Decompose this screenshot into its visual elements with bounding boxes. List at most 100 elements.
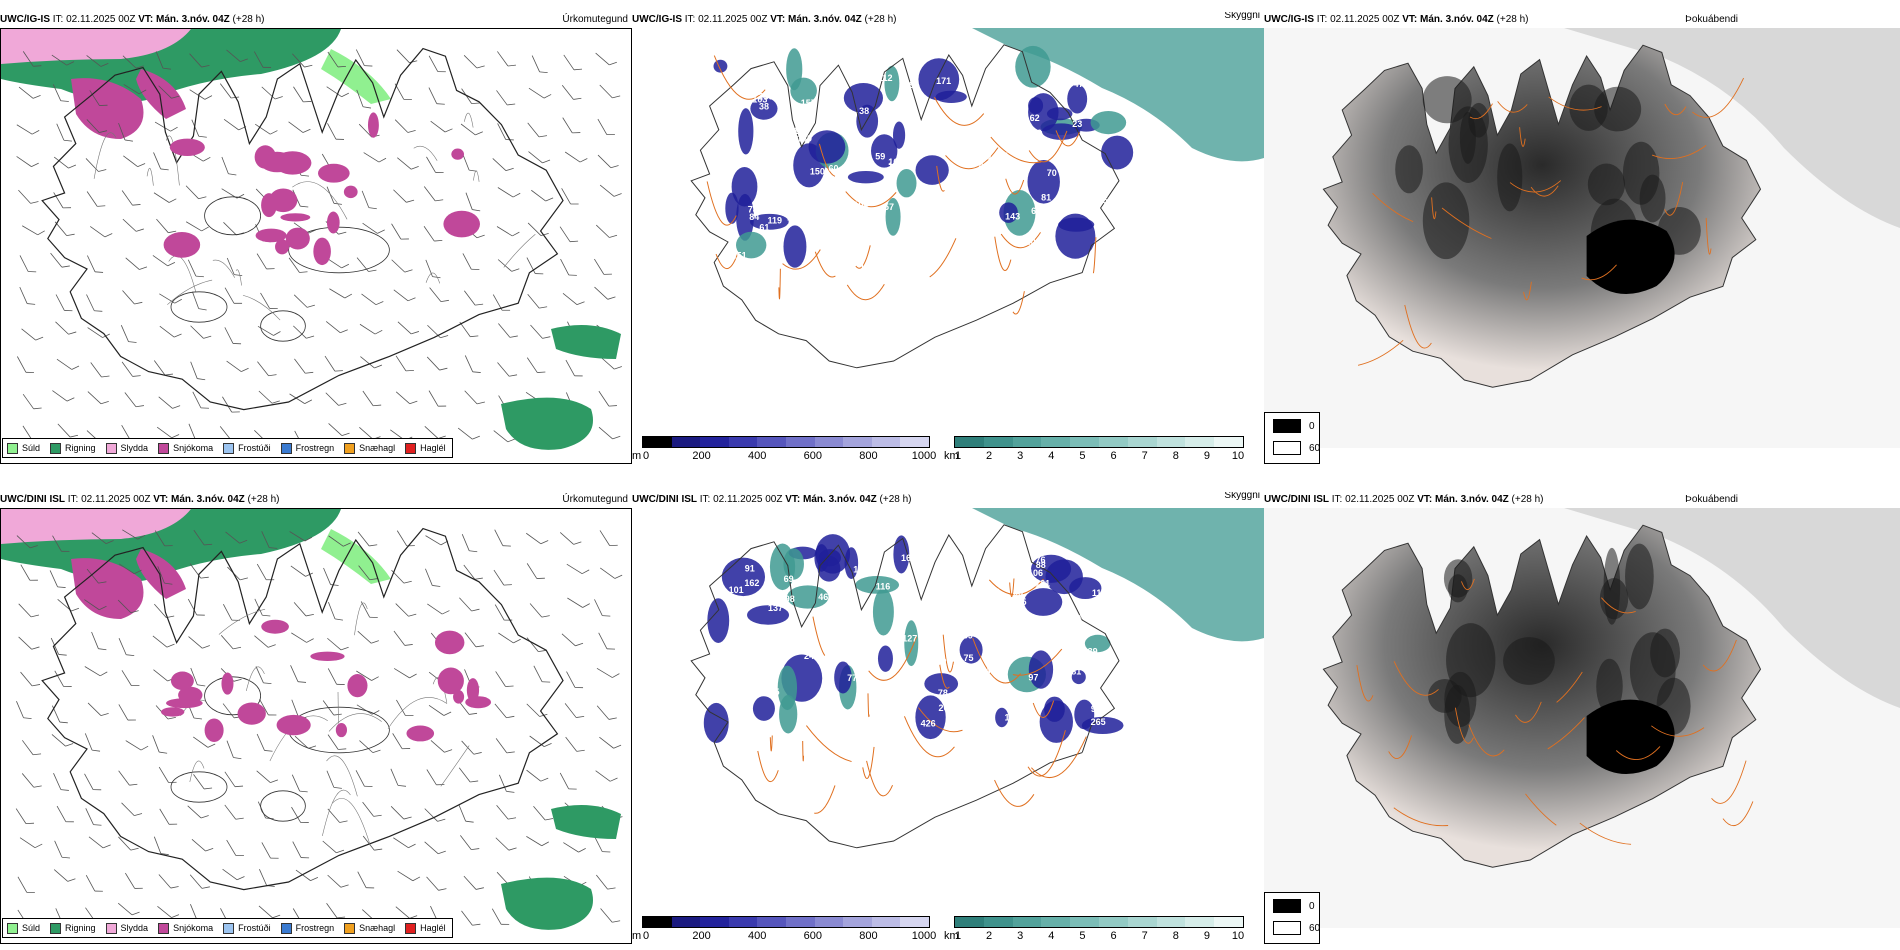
- lead-time: (+28 h): [1496, 14, 1529, 25]
- coastline: [690, 524, 1120, 849]
- road: [862, 746, 875, 780]
- visibility-colorbar-segment: [983, 917, 1013, 927]
- road: [715, 253, 739, 270]
- wind-barb: [495, 738, 515, 754]
- cloud-base-value: 402: [986, 665, 1001, 675]
- fog-map: [1264, 28, 1900, 448]
- cloud-base-value: 158: [1104, 596, 1119, 606]
- cloud-base-value: 59: [894, 718, 904, 728]
- road: [1651, 725, 1705, 737]
- snow-patch: [170, 671, 194, 691]
- cloud-base-value: 218: [981, 179, 996, 189]
- legend-label: Snæhagl: [359, 443, 396, 453]
- cloud-base-value: 45: [824, 190, 834, 200]
- legend-item: Haglél: [405, 922, 446, 934]
- cloud-base-value: 162: [744, 578, 759, 588]
- sea-haze: [1564, 508, 1900, 708]
- wind-barb: [393, 189, 415, 203]
- wind-barb: [224, 327, 242, 345]
- road: [903, 716, 955, 758]
- snow-patch: [310, 651, 345, 662]
- cloud-base-colorbar: m 0 200 400 600 800 1000: [632, 916, 942, 944]
- cloud-base-value: 168: [901, 553, 916, 563]
- wind-barb: [157, 905, 180, 918]
- cloud-base-value: 75: [964, 653, 974, 663]
- wind-barb: [498, 774, 515, 793]
- wind-barb: [189, 874, 210, 889]
- wind-barb: [17, 356, 34, 373]
- legend-swatch: [50, 922, 62, 934]
- wind-barb: [594, 286, 616, 300]
- wind-barb: [22, 51, 42, 67]
- cloud-base-colorbar-strip: [642, 436, 930, 448]
- cloud-base-colorbar-segment: [871, 437, 901, 447]
- wind-barb: [325, 392, 347, 406]
- cloud-base-value: 959: [927, 596, 942, 606]
- wind-barb: [122, 218, 144, 232]
- snow-patch: [443, 210, 480, 238]
- model-name: UWC/IG-IS: [1264, 14, 1314, 25]
- vt-label: VT:: [770, 14, 786, 25]
- snow-patch: [367, 112, 379, 138]
- cloud-base-value: 76: [1035, 555, 1045, 565]
- cloud-cell: [735, 231, 767, 259]
- legend-label: Frostúði: [238, 443, 271, 453]
- road: [845, 191, 897, 208]
- wind-barb: [222, 868, 245, 881]
- snow-patch: [275, 239, 290, 255]
- wind-barb: [426, 156, 444, 173]
- glacier-outline: [260, 790, 306, 822]
- road: [1601, 597, 1636, 614]
- fog-legend-swatch-0: [1273, 899, 1301, 913]
- wind-barb: [391, 259, 413, 273]
- cloud-base-value: 84: [749, 212, 759, 222]
- cloud-base-value: 117: [768, 243, 783, 253]
- snow-patch: [160, 707, 185, 717]
- wind-barb: [258, 390, 280, 404]
- cloud-base-value: 62: [1030, 113, 1040, 123]
- road: [942, 634, 954, 673]
- road: [168, 255, 197, 292]
- drizzle-area: [321, 49, 391, 104]
- vt-label: VT:: [138, 14, 154, 25]
- snow-patch: [221, 672, 234, 695]
- cloud-cell: [1028, 650, 1054, 689]
- cloud-cell: [1027, 160, 1060, 204]
- fog-legend-label: 60: [1309, 442, 1321, 454]
- wind-barb: [491, 908, 510, 925]
- cloud-base-value: 95: [806, 209, 816, 219]
- cloud-cell: [871, 134, 898, 168]
- wind-barb: [359, 740, 381, 754]
- wind-barb: [56, 358, 80, 370]
- cloud-base-value: 70: [1099, 570, 1109, 580]
- wind-barb: [123, 84, 147, 95]
- road: [805, 725, 852, 763]
- wind-barb: [122, 529, 145, 540]
- wind-barb: [397, 870, 421, 882]
- land: [691, 44, 1119, 368]
- wind-barb: [256, 733, 273, 752]
- lead-time: (+28 h): [879, 494, 912, 505]
- cloud-cell: [915, 155, 949, 185]
- wind-barb: [597, 118, 615, 136]
- cloud-base-value: 61: [1099, 754, 1109, 764]
- cloud-base-value: 150: [810, 166, 825, 176]
- wind-barb: [464, 632, 484, 648]
- glacier-outline: [204, 676, 262, 716]
- wind-barb: [87, 255, 104, 273]
- cloud-base-value: 93: [1091, 704, 1101, 714]
- road: [189, 760, 205, 782]
- wind-barb: [159, 325, 182, 338]
- cloud-cell: [843, 82, 884, 114]
- cloud-base-value: 69: [784, 574, 794, 584]
- road: [1705, 217, 1712, 255]
- land: [1322, 524, 1762, 868]
- visibility-colorbar-unit: km: [944, 930, 959, 942]
- init-time: 02.11.2025 00Z: [698, 14, 768, 25]
- wind-barb: [84, 599, 107, 611]
- wind-barb: [396, 49, 418, 64]
- wind-barb: [20, 564, 38, 581]
- wind-barb: [526, 836, 549, 847]
- legend-label: Frostúði: [238, 923, 271, 933]
- cloud-cell: [1067, 84, 1088, 114]
